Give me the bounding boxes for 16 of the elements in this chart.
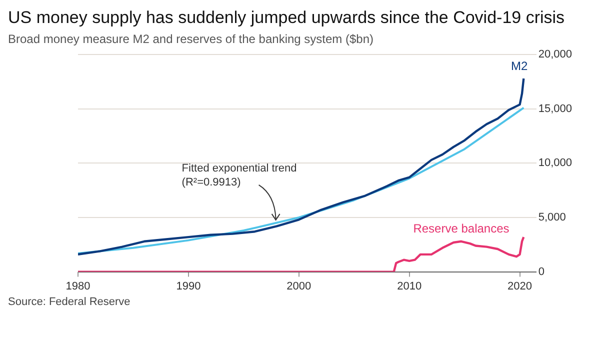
- chart-subtitle: Broad money measure M2 and reserves of the banking system ($bn): [8, 32, 375, 46]
- y-tick-label: 10,000: [538, 157, 572, 170]
- series-label: Reserve balances: [413, 222, 510, 236]
- x-tick-label: 1980: [66, 280, 90, 292]
- chart-title: US money supply has suddenly jumped upwards since the Covid-19 crisis: [8, 8, 566, 28]
- x-tick-label: 1990: [176, 280, 201, 292]
- y-tick-label: 5,000: [538, 212, 566, 224]
- x-tick-label: 2020: [508, 280, 532, 292]
- annotation: Fitted exponential trend (R²=0.9913): [182, 162, 297, 188]
- x-tick-label: 2000: [286, 280, 312, 292]
- source-note: Source: Federal Reserve: [8, 296, 132, 308]
- y-tick-label: 0: [538, 266, 544, 278]
- x-tick-label: 2010: [397, 280, 422, 292]
- y-tick-label: 20,000: [538, 48, 572, 61]
- y-tick-label: 15,000: [538, 102, 572, 115]
- series-label: M2: [510, 58, 528, 73]
